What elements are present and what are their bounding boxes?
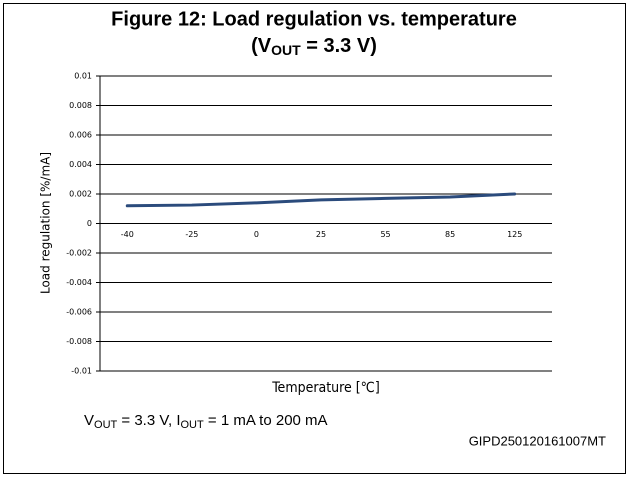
x-tick-label: 125	[507, 230, 522, 239]
x-tick-label: -25	[185, 230, 198, 239]
y-tick-label: -0.008	[66, 337, 92, 346]
x-tick-label: -40	[121, 230, 134, 239]
x-axis-label: Temperature [℃]	[271, 380, 380, 396]
y-tick-label: 0.01	[74, 72, 92, 81]
ann-text: = 3.3 V, I	[117, 412, 180, 429]
chart-subtitle: (VOUT = 3.3 V)	[251, 35, 377, 57]
figure-id: GIPD250120161007MT	[469, 433, 606, 448]
y-tick-label: 0.004	[69, 160, 92, 169]
y-tick-label: 0.002	[69, 190, 92, 199]
x-tick-label: 55	[380, 230, 390, 239]
y-tick-label: 0.006	[69, 131, 92, 140]
ann-text: = 1 mA to 200 mA	[204, 412, 328, 429]
x-tick-label: 25	[316, 230, 326, 239]
x-tick-label: 85	[445, 230, 455, 239]
ann-sub: OUT	[181, 419, 205, 431]
data-line	[125, 192, 517, 208]
y-tick-label: -0.01	[71, 367, 92, 376]
y-tick-label: -0.002	[66, 249, 92, 258]
y-tick-label: 0	[87, 219, 92, 228]
subtitle-text: = 3.3 V)	[301, 35, 377, 57]
frame	[3, 3, 626, 474]
ann-sub: OUT	[94, 419, 118, 431]
y-tick-label: -0.006	[66, 308, 92, 317]
x-tick-label: 0	[254, 230, 259, 239]
subtitle-text: (V	[251, 35, 272, 57]
y-tick-label: -0.004	[66, 278, 92, 287]
y-tick-label: 0.008	[69, 101, 92, 110]
annotation: VOUT = 3.3 V, IOUT = 1 mA to 200 mA	[84, 412, 328, 431]
y-axis-label: Load regulation [%/mA]	[39, 152, 53, 294]
chart-title: Figure 12: Load regulation vs. temperatu…	[111, 8, 517, 30]
subtitle-sub: OUT	[271, 42, 301, 58]
ann-text: V	[84, 412, 94, 429]
